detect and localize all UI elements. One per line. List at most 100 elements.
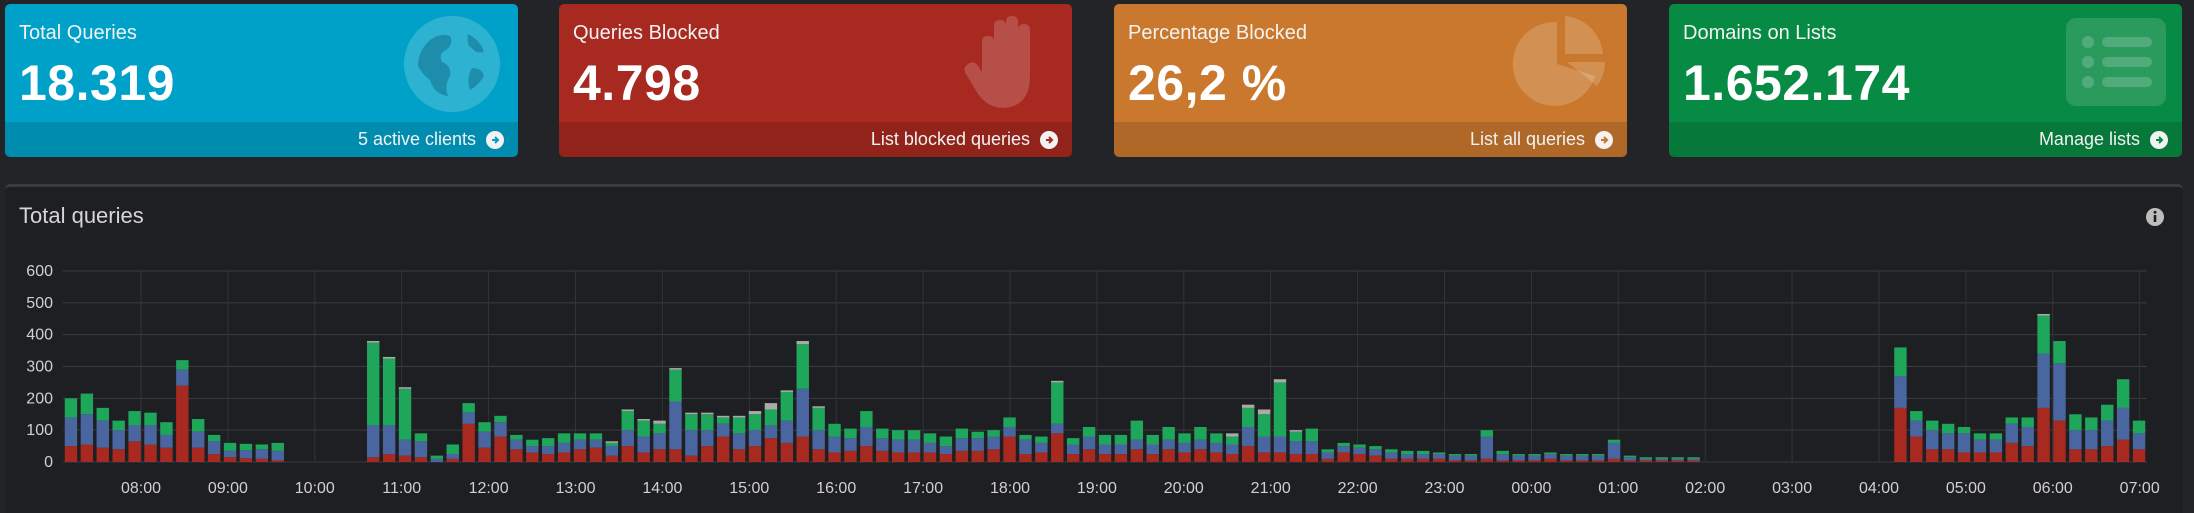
bar-segment[interactable] [207, 434, 221, 442]
bar-segment[interactable] [1098, 454, 1112, 462]
bar-segment[interactable] [2053, 420, 2066, 462]
bar-segment[interactable] [160, 422, 173, 435]
bar-segment[interactable] [1194, 439, 1207, 450]
bar-segment[interactable] [1178, 442, 1191, 453]
bar-segment[interactable] [192, 447, 205, 462]
bar-segment[interactable] [876, 438, 889, 451]
bar-segment[interactable] [223, 450, 237, 458]
bar-segment[interactable] [2085, 449, 2098, 462]
bar-segment[interactable] [812, 406, 825, 408]
bar-segment[interactable] [637, 452, 650, 462]
bar-segment[interactable] [80, 444, 94, 462]
bar-segment[interactable] [1019, 434, 1032, 440]
bar-segment[interactable] [96, 407, 109, 421]
bar-segment[interactable] [398, 387, 412, 389]
bar-segment[interactable] [1416, 450, 1430, 455]
bar-segment[interactable] [669, 369, 682, 402]
bar-segment[interactable] [112, 430, 125, 450]
bar-segment[interactable] [637, 420, 650, 437]
bar-segment[interactable] [112, 449, 125, 462]
bar-segment[interactable] [398, 439, 412, 456]
bar-segment[interactable] [1321, 452, 1334, 459]
bar-segment[interactable] [621, 411, 634, 431]
bar-segment[interactable] [1051, 380, 1064, 383]
bar-segment[interactable] [1226, 433, 1239, 437]
bar-segment[interactable] [255, 449, 269, 459]
bar-segment[interactable] [828, 452, 841, 462]
bar-segment[interactable] [987, 449, 1000, 462]
bar-segment[interactable] [430, 458, 444, 462]
bar-segment[interactable] [1655, 457, 1668, 459]
bar-segment[interactable] [796, 341, 809, 345]
bar-segment[interactable] [1623, 457, 1637, 461]
bar-segment[interactable] [557, 442, 571, 453]
bar-segment[interactable] [1066, 438, 1080, 445]
bar-segment[interactable] [1941, 449, 1955, 462]
bar-segment[interactable] [1560, 455, 1573, 461]
bar-segment[interactable] [526, 446, 539, 453]
bar-segment[interactable] [494, 436, 507, 462]
bar-segment[interactable] [1926, 449, 1939, 462]
bar-segment[interactable] [1894, 407, 1907, 462]
bar-segment[interactable] [1989, 439, 2003, 453]
bar-segment[interactable] [1257, 436, 1271, 453]
bar-segment[interactable] [732, 417, 746, 434]
manage-lists-link[interactable]: Manage lists [1669, 122, 2182, 157]
bar-segment[interactable] [589, 447, 603, 462]
bar-segment[interactable] [1066, 454, 1080, 462]
bar-segment[interactable] [80, 414, 94, 445]
bar-segment[interactable] [1130, 420, 1144, 440]
bar-segment[interactable] [828, 423, 841, 437]
bar-segment[interactable] [1448, 455, 1462, 461]
bar-segment[interactable] [1480, 436, 1494, 459]
bar-segment[interactable] [1910, 420, 1923, 437]
bar-segment[interactable] [271, 442, 284, 451]
bar-segment[interactable] [1941, 433, 1955, 450]
bar-segment[interactable] [716, 423, 730, 437]
list-all-queries-link[interactable]: List all queries [1114, 122, 1627, 157]
bar-segment[interactable] [1210, 433, 1223, 443]
bar-segment[interactable] [1305, 454, 1319, 462]
bar-segment[interactable] [1687, 457, 1700, 459]
bar-segment[interactable] [621, 430, 634, 447]
bar-segment[interactable] [812, 430, 825, 450]
bar-segment[interactable] [542, 446, 555, 455]
bar-segment[interactable] [478, 422, 491, 432]
bar-segment[interactable] [526, 439, 539, 447]
bar-segment[interactable] [1512, 460, 1525, 462]
bar-segment[interactable] [1098, 434, 1112, 445]
bar-segment[interactable] [398, 455, 412, 462]
bar-segment[interactable] [605, 455, 619, 462]
bar-segment[interactable] [557, 433, 571, 443]
bar-segment[interactable] [1926, 430, 1939, 450]
bar-segment[interactable] [764, 438, 778, 462]
bar-segment[interactable] [1989, 433, 2003, 440]
bar-segment[interactable] [382, 425, 396, 455]
bar-segment[interactable] [367, 425, 380, 458]
bar-segment[interactable] [430, 455, 444, 459]
bar-segment[interactable] [1448, 460, 1462, 462]
bar-segment[interactable] [1671, 458, 1684, 461]
bar-segment[interactable] [907, 430, 921, 440]
bar-segment[interactable] [573, 439, 587, 450]
bar-segment[interactable] [1385, 449, 1398, 453]
active-clients-link[interactable]: 5 active clients [5, 122, 518, 157]
bar-segment[interactable] [1432, 452, 1446, 455]
bar-segment[interactable] [891, 430, 905, 440]
bar-segment[interactable] [764, 425, 778, 439]
bar-segment[interactable] [732, 449, 746, 462]
bar-segment[interactable] [64, 398, 78, 418]
bar-segment[interactable] [891, 452, 905, 462]
bar-segment[interactable] [1464, 455, 1478, 461]
bar-segment[interactable] [748, 446, 762, 462]
bar-segment[interactable] [876, 450, 889, 462]
bar-segment[interactable] [1432, 454, 1446, 459]
bar-segment[interactable] [1591, 460, 1605, 462]
bar-segment[interactable] [1973, 433, 1987, 440]
bar-segment[interactable] [1130, 439, 1144, 450]
bar-segment[interactable] [1910, 436, 1923, 462]
bar-segment[interactable] [1353, 454, 1366, 462]
bar-segment[interactable] [1591, 455, 1605, 461]
bar-segment[interactable] [1607, 442, 1621, 459]
bar-segment[interactable] [446, 454, 459, 459]
